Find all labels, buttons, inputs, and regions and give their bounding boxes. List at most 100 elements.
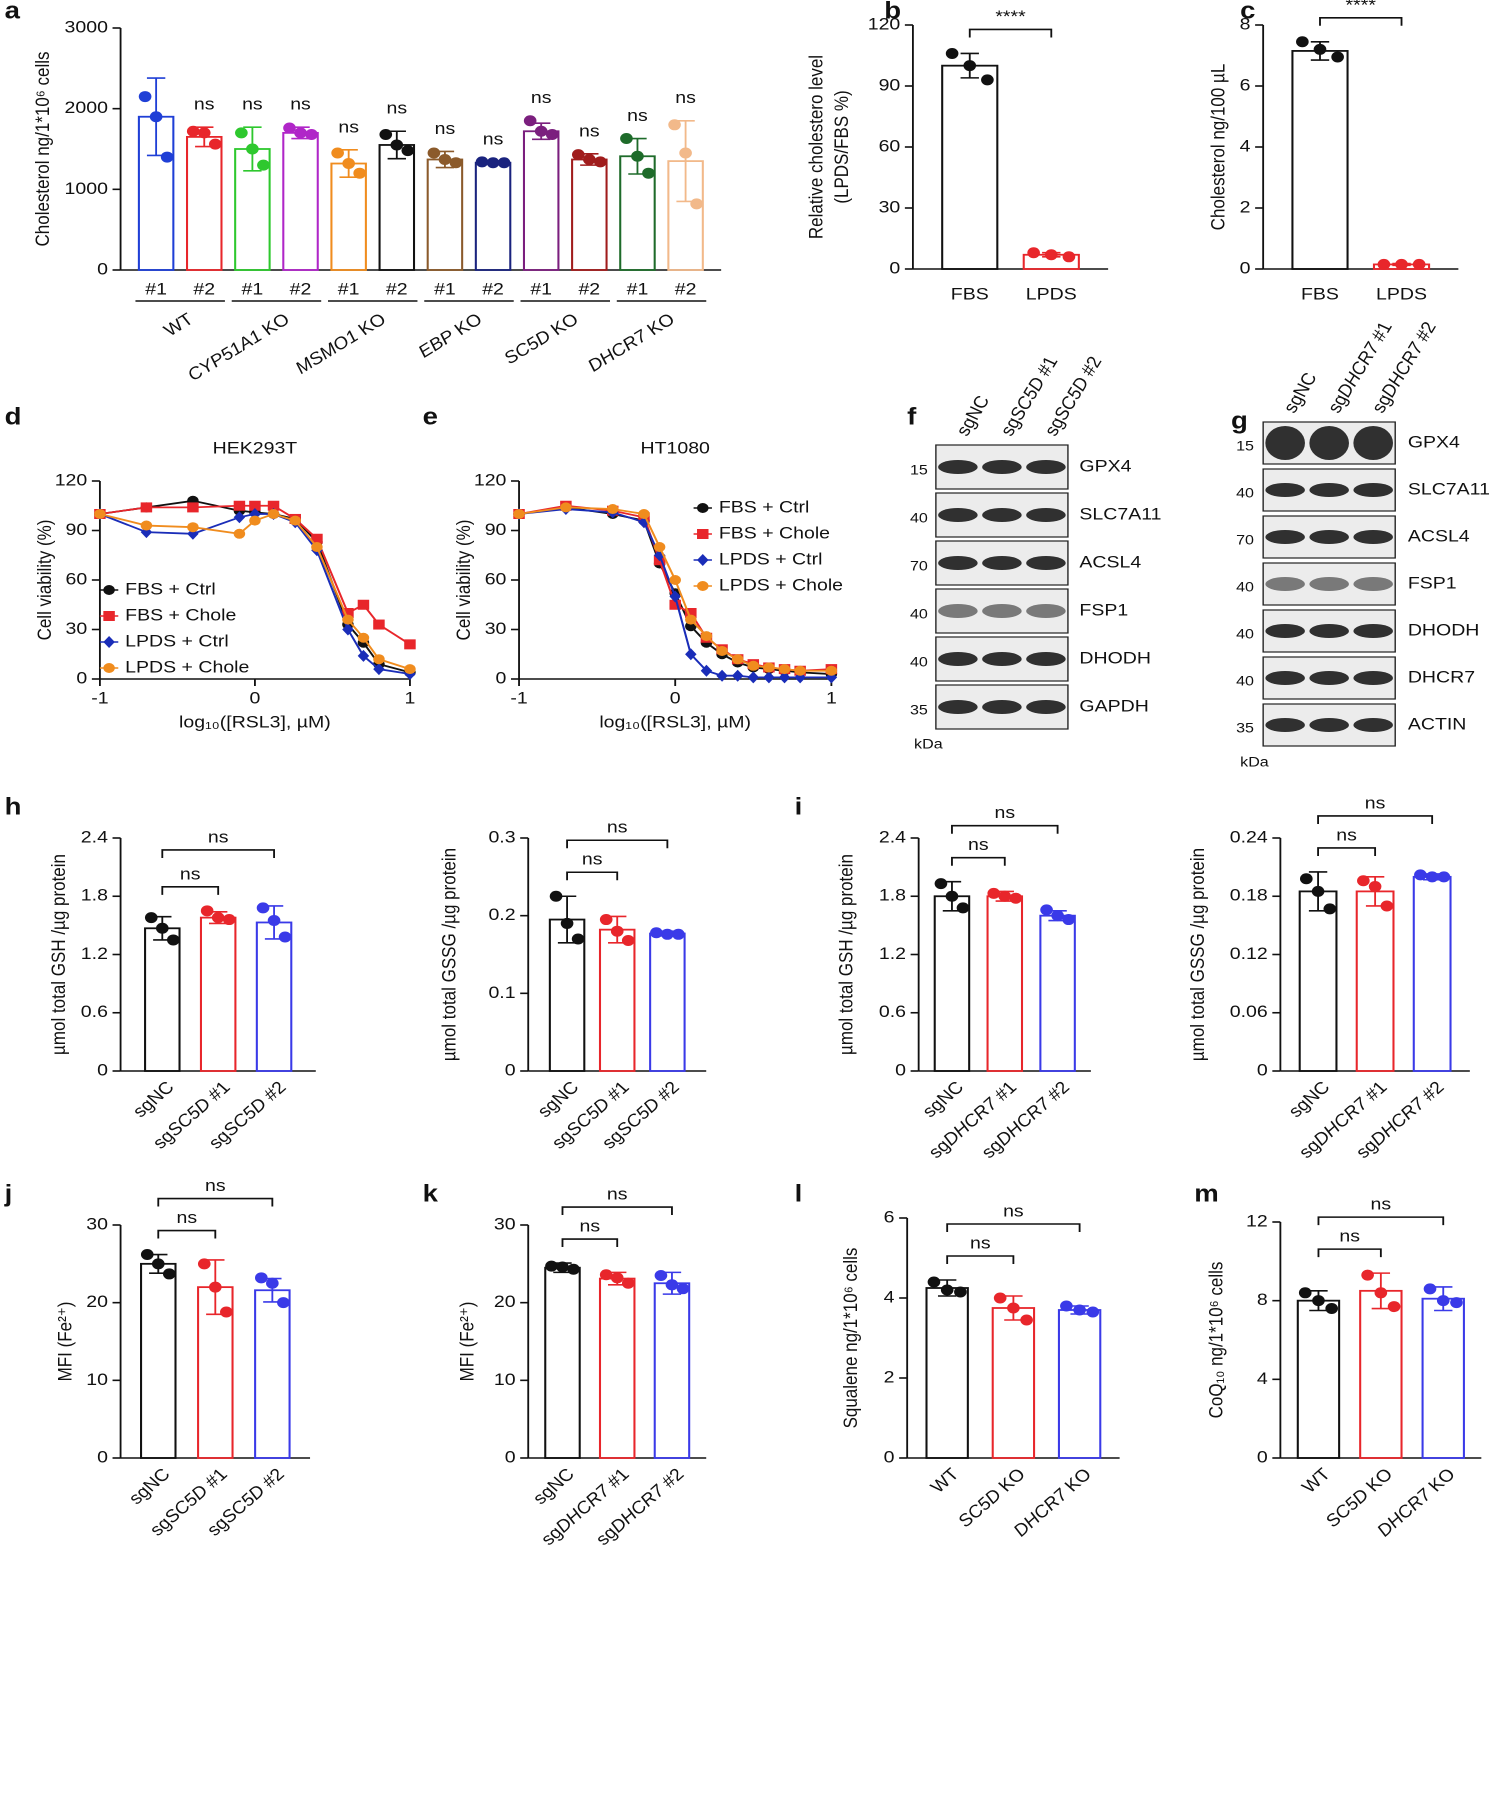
data-point <box>945 47 959 59</box>
data-point <box>1450 1297 1463 1309</box>
data-point <box>1423 1283 1437 1295</box>
marker <box>653 542 666 552</box>
marker <box>249 515 261 526</box>
data-point <box>1007 1302 1020 1314</box>
blot-band <box>1309 718 1349 732</box>
blot-band <box>938 604 978 618</box>
data-point <box>963 60 977 72</box>
marker <box>267 509 280 519</box>
data-point <box>560 917 574 929</box>
data-point <box>155 922 169 934</box>
y-tick-label: 0 <box>884 1447 895 1467</box>
blot-band <box>1353 483 1394 497</box>
data-point <box>549 890 563 902</box>
marker <box>357 632 370 643</box>
y-tick-label: 0 <box>1240 258 1251 278</box>
y-tick-label: 0 <box>505 1060 516 1080</box>
x-tick-label: #1 <box>145 279 167 299</box>
blot-band <box>938 460 978 474</box>
data-point <box>610 925 624 937</box>
x-tick-label: 1 <box>826 688 837 708</box>
kda-label: 70 <box>910 559 928 575</box>
x-tick-label: FBS <box>951 284 989 304</box>
marker <box>233 500 246 511</box>
marker <box>187 522 199 533</box>
data-point <box>1060 1300 1073 1312</box>
blot-band <box>1353 530 1394 544</box>
marker <box>373 619 385 630</box>
chart-title: HT1080 <box>640 438 709 458</box>
data-point <box>305 128 318 140</box>
significance-label: ns <box>180 864 201 884</box>
marker <box>342 608 354 618</box>
significance-label: ns <box>531 87 552 107</box>
significance-label: ns <box>1339 1226 1360 1246</box>
kda-label: 40 <box>1236 627 1254 643</box>
significance-label: ns <box>242 94 263 114</box>
data-point <box>144 912 158 924</box>
data-point <box>208 1281 222 1293</box>
data-point <box>1395 258 1408 270</box>
kda-label: 40 <box>910 511 928 527</box>
data-point <box>449 157 463 169</box>
significance-label: ns <box>1003 1201 1024 1221</box>
significance-label: ns <box>386 98 407 118</box>
blot-band <box>1265 530 1305 544</box>
panel-letter: h <box>5 794 22 820</box>
data-point <box>534 125 548 137</box>
x-tick-label: #2 <box>578 279 600 299</box>
significance-label: ns <box>582 849 603 869</box>
marker <box>94 509 106 519</box>
x-tick-label: #2 <box>675 279 697 299</box>
blot-band <box>1309 426 1349 460</box>
data-point <box>661 928 674 940</box>
kda-label: 70 <box>1236 533 1254 549</box>
x-tick-label: #1 <box>627 279 649 299</box>
data-point <box>256 902 270 914</box>
marker <box>669 575 681 585</box>
data-point <box>545 128 559 140</box>
blot-band <box>1353 671 1394 685</box>
panel-letter: l <box>795 1181 803 1207</box>
data-point <box>981 74 994 86</box>
significance-label: ns <box>968 834 989 854</box>
panel-letter: c <box>1240 0 1255 24</box>
data-point <box>211 912 225 924</box>
blot-band <box>982 556 1022 570</box>
y-tick-label: 0.6 <box>81 1001 108 1021</box>
blot-band <box>1265 483 1305 497</box>
y-tick-label: 8 <box>1240 14 1251 34</box>
y-tick-label: 10 <box>494 1369 516 1389</box>
y-axis-label: Squalene ng/1*10⁶ cells <box>839 1248 861 1429</box>
data-point <box>197 1258 211 1270</box>
x-tick-label: LPDS <box>1376 284 1427 304</box>
marker <box>342 614 354 625</box>
data-point <box>668 119 681 131</box>
legend-marker <box>697 503 709 513</box>
y-tick-label: 30 <box>485 618 507 638</box>
y-tick-label: 0.06 <box>1230 1001 1268 1021</box>
x-axis-label: log₁₀([RSL3], µM) <box>179 712 331 732</box>
marker <box>825 665 838 676</box>
data-point <box>1325 1303 1339 1315</box>
data-point <box>277 1297 290 1309</box>
y-axis-label: µmol total GSH /µg protein <box>47 854 69 1055</box>
marker <box>342 623 354 636</box>
blot-band <box>938 652 978 666</box>
y-tick-label: 60 <box>879 136 901 156</box>
data-point <box>257 159 270 171</box>
data-point <box>1298 1287 1312 1299</box>
marker <box>233 511 246 524</box>
data-point <box>162 1268 176 1280</box>
band-label: ACSL4 <box>1408 526 1470 546</box>
data-point <box>665 1279 679 1291</box>
significance-label: ns <box>483 129 504 149</box>
data-point <box>594 156 607 168</box>
blot-band <box>1309 483 1349 497</box>
legend-marker <box>697 529 709 539</box>
y-axis-label: µmol total GSSG /µg protein <box>437 848 459 1061</box>
y-tick-label: 0.2 <box>488 904 515 924</box>
y-tick-label: 1.2 <box>879 943 906 963</box>
